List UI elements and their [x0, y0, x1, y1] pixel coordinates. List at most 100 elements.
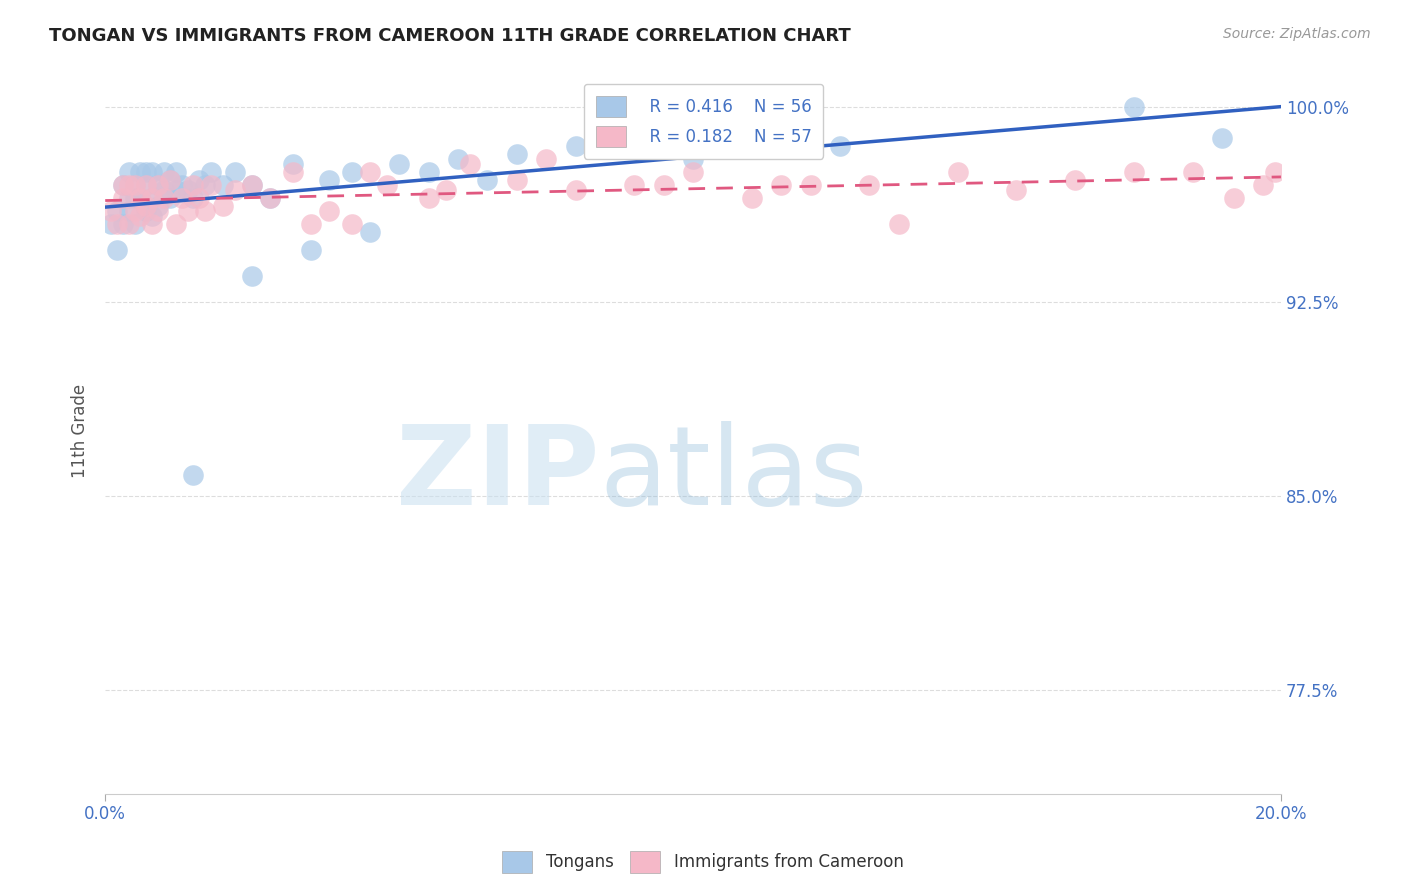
Point	[129, 191, 152, 205]
Legend: Tongans, Immigrants from Cameroon: Tongans, Immigrants from Cameroon	[496, 845, 910, 880]
Point	[240, 178, 263, 192]
Point	[200, 178, 222, 192]
Point	[211, 199, 233, 213]
Point	[135, 199, 157, 213]
Point	[124, 178, 146, 192]
Point	[141, 165, 163, 179]
Point	[183, 191, 205, 205]
Point	[377, 178, 399, 192]
Point	[211, 178, 233, 192]
Point	[359, 165, 381, 179]
Point	[159, 191, 181, 205]
Point	[170, 191, 193, 205]
Point	[887, 217, 910, 231]
Point	[141, 217, 163, 231]
Point	[141, 191, 163, 205]
Point	[176, 204, 198, 219]
Point	[118, 178, 141, 192]
Point	[1264, 165, 1286, 179]
Point	[124, 191, 146, 205]
Point	[800, 178, 823, 192]
Point	[388, 157, 411, 171]
Point	[165, 217, 187, 231]
Point	[183, 178, 205, 192]
Point	[165, 183, 187, 197]
Point	[135, 204, 157, 219]
Point	[135, 165, 157, 179]
Point	[1123, 165, 1146, 179]
Point	[153, 191, 176, 205]
Text: atlas: atlas	[599, 421, 868, 528]
Point	[111, 217, 134, 231]
Point	[165, 165, 187, 179]
Point	[283, 157, 305, 171]
Point	[224, 183, 246, 197]
Point	[146, 178, 169, 192]
Point	[188, 191, 211, 205]
Point	[259, 191, 281, 205]
Point	[188, 173, 211, 187]
Point	[159, 173, 181, 187]
Point	[159, 173, 181, 187]
Text: ZIP: ZIP	[395, 421, 599, 528]
Point	[153, 165, 176, 179]
Point	[1123, 100, 1146, 114]
Point	[111, 178, 134, 192]
Point	[682, 165, 704, 179]
Point	[299, 243, 322, 257]
Point	[135, 178, 157, 192]
Point	[340, 165, 363, 179]
Point	[506, 173, 529, 187]
Point	[741, 191, 763, 205]
Point	[340, 217, 363, 231]
Point	[1253, 178, 1275, 192]
Point	[100, 217, 122, 231]
Point	[1211, 131, 1233, 145]
Point	[194, 204, 217, 219]
Point	[118, 165, 141, 179]
Point	[153, 183, 176, 197]
Point	[1064, 173, 1087, 187]
Point	[1223, 191, 1246, 205]
Point	[534, 152, 557, 166]
Point	[105, 243, 128, 257]
Point	[129, 165, 152, 179]
Point	[141, 191, 163, 205]
Point	[623, 178, 645, 192]
Point	[124, 204, 146, 219]
Point	[652, 178, 675, 192]
Point	[200, 165, 222, 179]
Point	[359, 225, 381, 239]
Point	[240, 178, 263, 192]
Point	[506, 147, 529, 161]
Point	[100, 204, 122, 219]
Point	[299, 217, 322, 231]
Point	[240, 268, 263, 283]
Point	[259, 191, 281, 205]
Point	[770, 178, 793, 192]
Point	[224, 165, 246, 179]
Point	[318, 173, 340, 187]
Point	[124, 178, 146, 192]
Point	[447, 152, 470, 166]
Point	[564, 183, 586, 197]
Point	[477, 173, 499, 187]
Point	[623, 139, 645, 153]
Text: Source: ZipAtlas.com: Source: ZipAtlas.com	[1223, 27, 1371, 41]
Point	[111, 191, 134, 205]
Point	[111, 178, 134, 192]
Point	[146, 204, 169, 219]
Point	[129, 209, 152, 223]
Point	[1181, 165, 1204, 179]
Point	[682, 152, 704, 166]
Point	[183, 468, 205, 483]
Point	[118, 217, 141, 231]
Point	[1005, 183, 1028, 197]
Point	[146, 178, 169, 192]
Point	[118, 204, 141, 219]
Point	[564, 139, 586, 153]
Point	[283, 165, 305, 179]
Point	[194, 178, 217, 192]
Y-axis label: 11th Grade: 11th Grade	[72, 384, 89, 478]
Point	[146, 199, 169, 213]
